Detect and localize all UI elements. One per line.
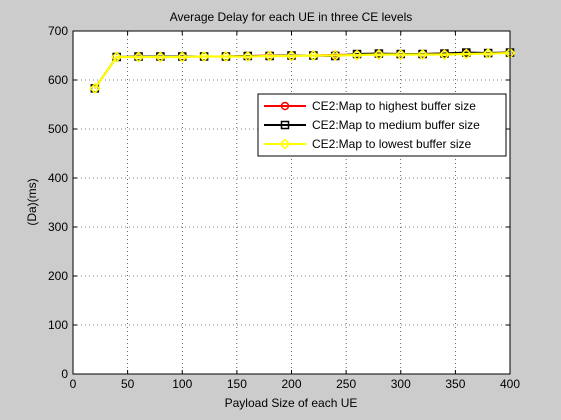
y-tick-label: 0 <box>61 367 68 381</box>
series-2-marker <box>373 48 385 61</box>
y-axis-label: (Da)(ms) <box>25 178 39 225</box>
series-2-marker <box>132 51 145 63</box>
x-tick-label: 50 <box>121 377 135 391</box>
series-1-marker <box>280 120 290 130</box>
x-tick-label: 0 <box>70 377 77 391</box>
series-2-marker <box>438 48 451 61</box>
x-tick-label: 400 <box>500 377 520 391</box>
series-2-marker <box>329 49 341 62</box>
series-2-marker <box>417 48 429 61</box>
y-tick-label: 100 <box>48 318 68 332</box>
series-2-marker <box>460 48 472 60</box>
series-2-marker <box>285 50 298 62</box>
legend: CE2:Map to highest buffer size CE2:Map to… <box>257 93 507 157</box>
x-tick-label: 150 <box>227 377 247 391</box>
series-2-marker <box>154 51 166 63</box>
series-2-marker <box>307 49 319 62</box>
legend-label: CE2:Map to lowest buffer size <box>312 137 472 151</box>
series-2-marker <box>279 138 291 150</box>
series-2-marker <box>111 51 123 63</box>
x-tick-label: 250 <box>336 377 356 391</box>
y-tick-label: 400 <box>48 171 68 185</box>
chart-title: Average Delay for each UE in three CE le… <box>170 10 413 24</box>
series-0-marker <box>280 101 290 111</box>
series-2-marker <box>89 82 101 94</box>
x-axis-label: Payload Size of each UE <box>225 396 358 410</box>
plot-area <box>73 31 510 374</box>
x-tick-label: 350 <box>445 377 465 391</box>
x-tick-label: 200 <box>281 377 301 391</box>
y-tick-label: 300 <box>48 220 68 234</box>
y-tick-label: 600 <box>48 73 68 87</box>
y-tick-label: 500 <box>48 122 68 136</box>
x-tick-label: 100 <box>172 377 192 391</box>
series-2-marker <box>395 48 407 61</box>
series-2-marker <box>220 50 232 63</box>
legend-label: CE2:Map to highest buffer size <box>312 99 476 113</box>
series-2-marker <box>351 49 363 61</box>
series-2-marker <box>176 51 188 63</box>
y-tick-label: 700 <box>48 24 68 38</box>
series-2-marker <box>198 50 210 63</box>
series-2-marker <box>242 50 254 63</box>
x-tick-label: 300 <box>391 377 411 391</box>
series-2-marker <box>264 50 276 62</box>
y-tick-label: 200 <box>48 269 68 283</box>
series-2 <box>89 47 516 94</box>
series-layer <box>89 47 516 94</box>
series-2-marker <box>482 47 494 60</box>
legend-label: CE2:Map to medium buffer size <box>312 118 480 132</box>
axis-ticks: 0 50 100 150 200 250 300 350 400 0 100 200 300 400 500… <box>48 24 520 391</box>
